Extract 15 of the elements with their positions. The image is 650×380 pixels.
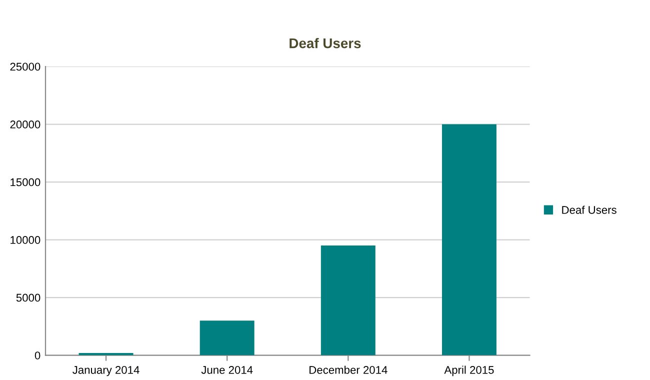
bar xyxy=(442,124,496,356)
bar xyxy=(320,246,376,356)
legend-label: Deaf Users xyxy=(562,206,616,214)
chart-title: Deaf Users xyxy=(290,38,361,48)
x-tick-label: December 2014 xyxy=(310,366,388,374)
y-tick-label: 0 xyxy=(34,352,40,360)
y-tick-label: 25000 xyxy=(10,62,40,71)
y-tick-label: 10000 xyxy=(10,236,40,244)
x-tick-label: June 2014 xyxy=(201,366,253,374)
y-tick-label: 15000 xyxy=(10,178,40,186)
y-tick-label: 20000 xyxy=(10,120,40,128)
x-tick-label: January 2014 xyxy=(72,366,140,376)
x-tick-label: April 2015 xyxy=(444,366,494,376)
y-tick-label: 5000 xyxy=(16,294,40,302)
bar xyxy=(200,320,254,356)
